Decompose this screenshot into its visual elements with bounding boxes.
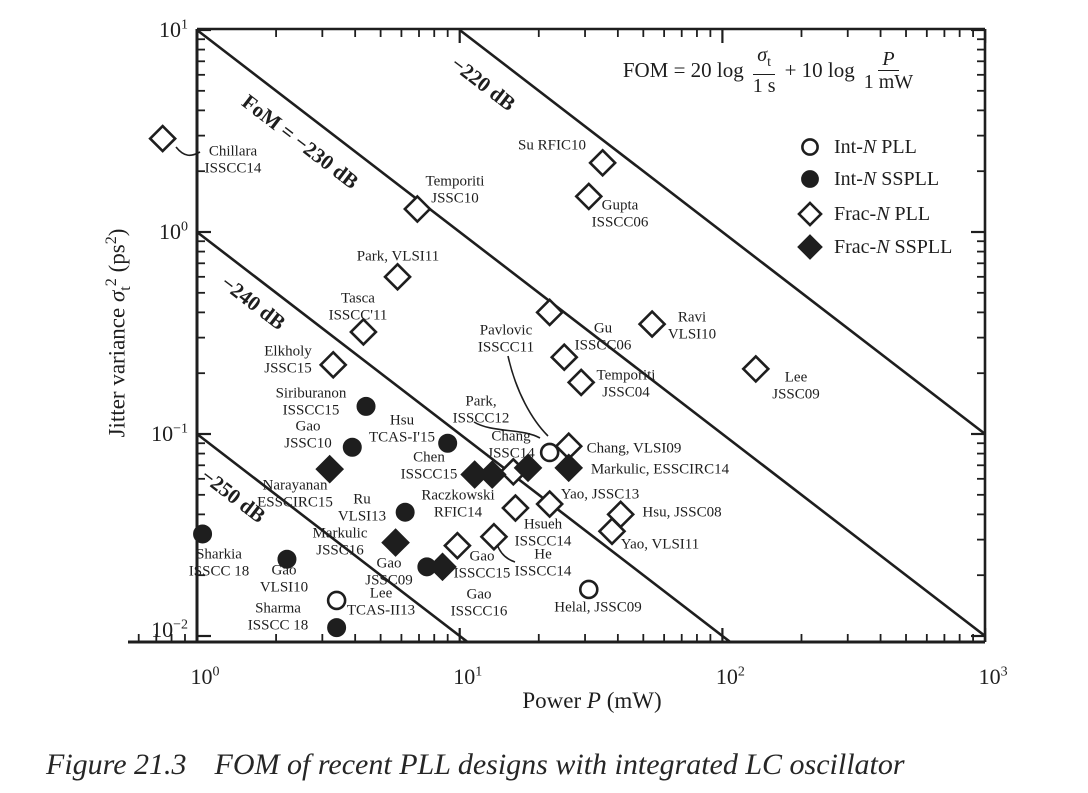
- marker-lee-jssc09: [741, 354, 771, 384]
- marker-gao-vlsi10: [277, 549, 297, 569]
- marker-sharkia-isscc-18: [193, 524, 213, 544]
- marker-lee-tcas-ii13: [326, 590, 347, 611]
- marker-tasca-isscc-11: [349, 317, 378, 347]
- marker-chillara-isscc14: [148, 124, 177, 153]
- pavlovic-leader: [507, 355, 549, 437]
- marker-point: [549, 342, 579, 372]
- fom-line--230: [196, 28, 986, 638]
- marker-yao-vlsi11: [597, 516, 627, 546]
- marker-temporiti-jssc04: [566, 368, 596, 397]
- marker-pavlovic-isscc11: [539, 442, 560, 463]
- chillara-leader: [175, 146, 201, 157]
- marker-ravi-vlsi10: [637, 309, 667, 339]
- park-isscc12-leader: [473, 421, 541, 439]
- marker-yao-jssc13: [535, 489, 564, 519]
- he-isscc14-leader: [496, 543, 516, 563]
- marker-hsu-tcas-i-15: [438, 433, 458, 453]
- marker-park-isscc12: [513, 453, 543, 483]
- marker-gupta-isscc06: [574, 182, 604, 211]
- marker-helal-jssc09: [578, 579, 599, 600]
- marker-temporiti-jssc10: [403, 194, 432, 224]
- marker-hsueh-isscc14: [501, 493, 530, 523]
- marker-raczkowski-rfic14: [477, 460, 507, 489]
- marker-he-isscc14: [479, 522, 509, 552]
- marker-gao-isscc15: [443, 531, 472, 561]
- marker-narayanan-esscirc15: [315, 454, 345, 484]
- marker-markulic-jssc16: [381, 528, 410, 557]
- marker-su-rfic10: [588, 148, 617, 178]
- marker-ru-vlsi13: [395, 502, 415, 522]
- marker-gao-jssc10: [342, 437, 362, 457]
- marker-park-vlsi11: [383, 262, 412, 292]
- fom-line--250: [196, 432, 469, 643]
- marker-markulic-esscirc14: [554, 453, 584, 483]
- marker-elkholy-jssc15: [318, 350, 348, 380]
- marker-gu-isscc06: [535, 298, 564, 327]
- fom-line--220: [458, 28, 986, 436]
- fom-line--240: [196, 230, 731, 643]
- marker-siriburanon-isscc15: [356, 396, 376, 416]
- marker-sharma-isscc-18: [327, 618, 347, 638]
- marker-gao-isscc16: [428, 552, 457, 582]
